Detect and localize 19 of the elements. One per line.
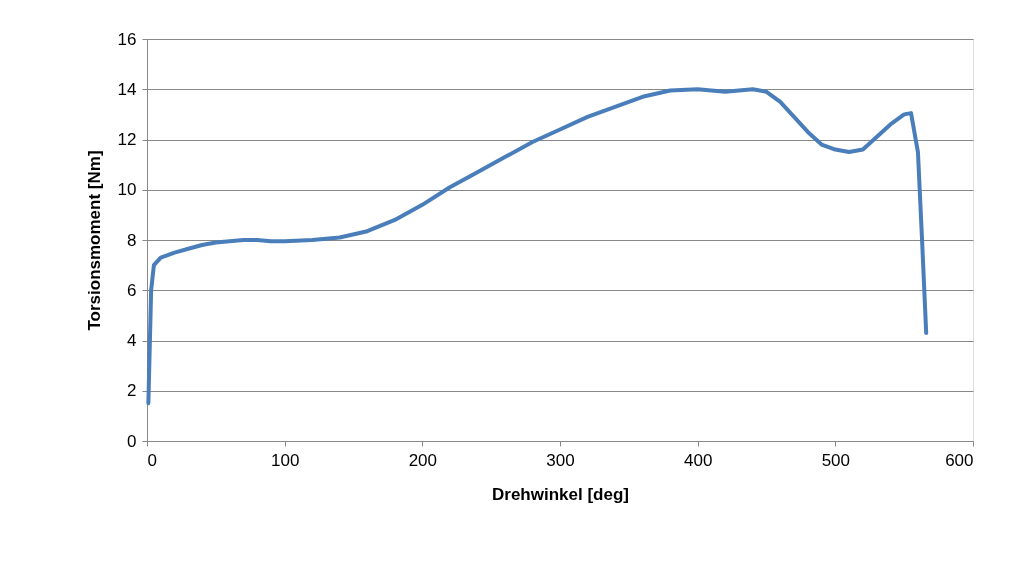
y-tick-label: 6 [127, 280, 137, 300]
y-axis-title: Torsionsmoment [Nm] [84, 150, 104, 331]
y-tick-label: 12 [117, 130, 137, 149]
y-tick-label: 8 [127, 230, 137, 250]
x-tick-label: 300 [546, 450, 575, 470]
y-tick-label: 10 [117, 180, 137, 200]
y-tick-label: 16 [117, 29, 137, 49]
x-tick-label: 200 [408, 450, 438, 470]
y-tick-label: 14 [117, 79, 137, 99]
x-tick-label: 0 [147, 450, 157, 470]
x-tick-label: 600 [945, 450, 974, 470]
x-tick-label: 100 [270, 450, 300, 470]
y-tick-label: 4 [127, 331, 137, 350]
x-tick-label: 400 [683, 450, 713, 470]
x-tick-label: 500 [821, 450, 851, 470]
y-tick-label: 2 [127, 381, 137, 401]
line-series [146, 87, 929, 406]
x-axis-title: Drehwinkel [deg] [492, 484, 629, 504]
y-tick-label: 0 [127, 431, 137, 451]
